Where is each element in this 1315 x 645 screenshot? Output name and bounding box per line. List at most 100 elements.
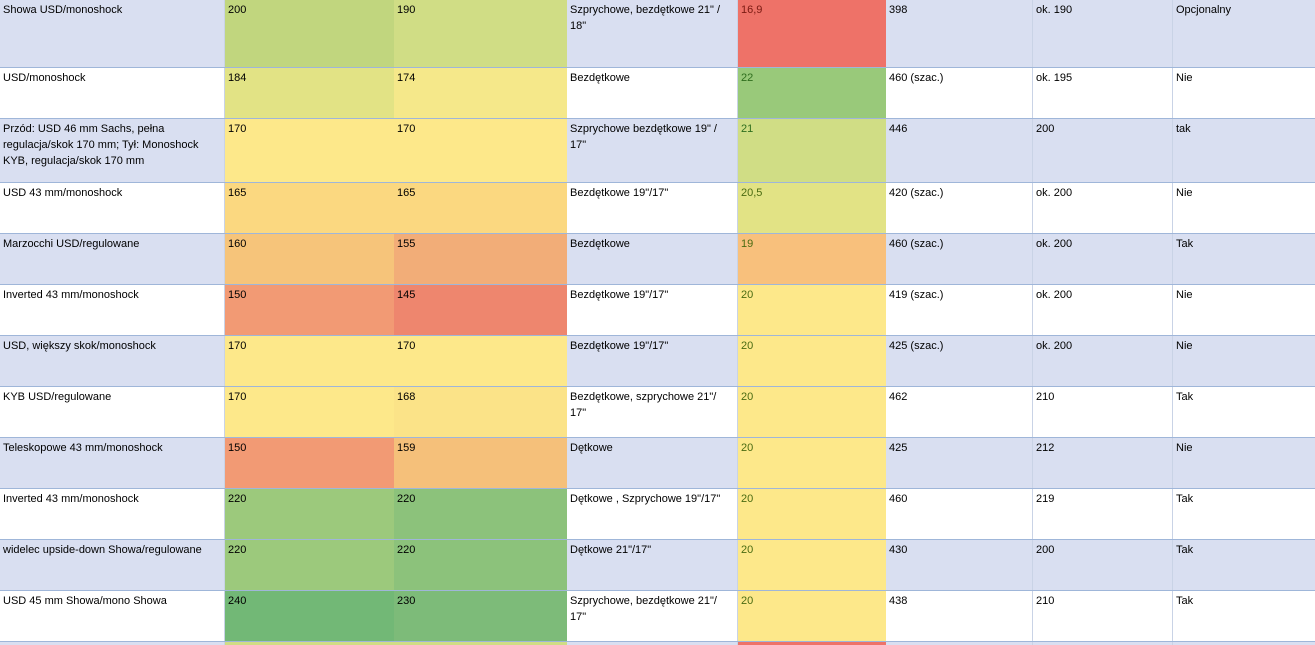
cell-weight[interactable]: 419 (szac.) <box>886 285 1033 335</box>
cell-suspension[interactable]: Inverted 43 mm/monoshock <box>0 489 225 539</box>
cell-travel-rear[interactable]: 220 <box>394 489 567 539</box>
cell-wheels[interactable]: Szprychowe, bezdętkowe 21" / 18" <box>567 0 738 67</box>
cell-travel-rear[interactable]: 174 <box>394 68 567 118</box>
cell-suspension[interactable]: Showa USD/monoshock <box>0 0 225 67</box>
cell-option[interactable]: Nie <box>1176 72 1193 84</box>
cell-suspension[interactable] <box>0 642 225 645</box>
cell-travel-rear[interactable]: 230 <box>394 591 567 641</box>
cell-tank-capacity[interactable]: 16,9 <box>738 0 886 67</box>
cell-option[interactable]: tak <box>1176 123 1191 135</box>
cell-tank-capacity[interactable]: 20 <box>738 591 886 641</box>
cell-seat-height[interactable]: ok. 200 <box>1033 183 1173 233</box>
cell-travel-front[interactable] <box>225 642 394 645</box>
cell-travel-front[interactable]: 170 <box>225 336 394 386</box>
cell-seat-height[interactable]: ok. 200 <box>1033 336 1173 386</box>
cell-tank-capacity[interactable]: 20,5 <box>738 183 886 233</box>
cell-seat-height[interactable]: ok. 200 <box>1033 285 1173 335</box>
cell-seat-height[interactable]: 200 <box>1033 540 1173 590</box>
cell-tank-capacity[interactable]: 20 <box>738 489 886 539</box>
cell-seat-height[interactable]: ok. 195 <box>1033 68 1173 118</box>
cell-travel-front[interactable]: 170 <box>225 119 394 182</box>
cell-travel-front[interactable]: 165 <box>225 183 394 233</box>
cell-option[interactable]: Tak <box>1176 238 1194 250</box>
cell-travel-front[interactable]: 220 <box>225 540 394 590</box>
cell-weight[interactable]: 420 (szac.) <box>886 183 1033 233</box>
cell-travel-front[interactable]: 184 <box>225 68 394 118</box>
cell-option[interactable]: Nie <box>1176 340 1193 352</box>
cell-tank-capacity[interactable]: 21 <box>738 119 886 182</box>
cell-seat-height[interactable]: 200 <box>1033 119 1173 182</box>
cell-option[interactable]: Tak <box>1176 544 1194 556</box>
cell-suspension[interactable]: KYB USD/regulowane <box>0 387 225 437</box>
cell-travel-front[interactable]: 200 <box>225 0 394 67</box>
cell-seat-height[interactable]: 219 <box>1033 489 1173 539</box>
cell-option[interactable]: Nie <box>1176 187 1193 199</box>
cell-travel-rear[interactable]: 145 <box>394 285 567 335</box>
cell-suspension[interactable]: USD, większy skok/monoshock <box>0 336 225 386</box>
cell-option[interactable]: Tak <box>1176 493 1194 505</box>
cell-weight[interactable]: 425 <box>886 438 1033 488</box>
cell-option[interactable]: Opcjonalny <box>1176 4 1232 16</box>
cell-weight[interactable]: 398 <box>886 0 1033 67</box>
cell-wheels[interactable]: Dętkowe , Szprychowe 19"/17" <box>567 489 738 539</box>
cell-suspension[interactable]: USD 45 mm Showa/mono Showa <box>0 591 225 641</box>
cell-weight[interactable]: 430 <box>886 540 1033 590</box>
cell-suspension[interactable]: USD/monoshock <box>0 68 225 118</box>
cell-travel-rear[interactable]: 170 <box>394 119 567 182</box>
cell-tank-capacity[interactable]: 20 <box>738 387 886 437</box>
cell-suspension[interactable]: Marzocchi USD/regulowane <box>0 234 225 284</box>
cell-seat-height[interactable]: 212 <box>1033 438 1173 488</box>
cell-travel-rear[interactable]: 165 <box>394 183 567 233</box>
cell-wheels[interactable]: Bezdętkowe 19"/17" <box>567 285 738 335</box>
cell-tank-capacity[interactable] <box>738 642 886 645</box>
cell-weight[interactable]: 446 <box>886 119 1033 182</box>
cell-tank-capacity[interactable]: 20 <box>738 540 886 590</box>
cell-wheels[interactable]: Dętkowe <box>567 438 738 488</box>
cell-weight[interactable]: 438 <box>886 591 1033 641</box>
cell-suspension[interactable]: widelec upside-down Showa/regulowane <box>0 540 225 590</box>
cell-seat-height[interactable]: 210 <box>1033 387 1173 437</box>
cell-weight[interactable] <box>886 642 1033 645</box>
cell-wheels[interactable] <box>567 642 738 645</box>
cell-travel-front[interactable]: 150 <box>225 285 394 335</box>
cell-travel-front[interactable]: 160 <box>225 234 394 284</box>
cell-tank-capacity[interactable]: 19 <box>738 234 886 284</box>
cell-option[interactable]: Nie <box>1176 289 1193 301</box>
cell-travel-rear[interactable]: 220 <box>394 540 567 590</box>
cell-weight[interactable]: 462 <box>886 387 1033 437</box>
cell-wheels[interactable]: Bezdętkowe, szprychowe 21"/ 17" <box>567 387 738 437</box>
cell-weight[interactable]: 460 (szac.) <box>886 68 1033 118</box>
cell-wheels[interactable]: Dętkowe 21"/17" <box>567 540 738 590</box>
cell-travel-front[interactable]: 220 <box>225 489 394 539</box>
cell-tank-capacity[interactable]: 20 <box>738 438 886 488</box>
cell-travel-front[interactable]: 240 <box>225 591 394 641</box>
cell-wheels[interactable]: Szprychowe bezdętkowe 19" / 17" <box>567 119 738 182</box>
cell-wheels[interactable]: Szprychowe, bezdętkowe 21"/ 17" <box>567 591 738 641</box>
cell-weight[interactable]: 460 <box>886 489 1033 539</box>
cell-tank-capacity[interactable]: 20 <box>738 336 886 386</box>
cell-suspension[interactable]: Inverted 43 mm/monoshock <box>0 285 225 335</box>
cell-wheels[interactable]: Bezdętkowe 19"/17" <box>567 183 738 233</box>
cell-seat-height[interactable]: ok. 190 <box>1033 0 1173 67</box>
cell-seat-height[interactable]: ok. 200 <box>1033 234 1173 284</box>
cell-travel-rear[interactable]: 168 <box>394 387 567 437</box>
cell-travel-rear[interactable]: 190 <box>394 0 567 67</box>
cell-suspension[interactable]: Teleskopowe 43 mm/monoshock <box>0 438 225 488</box>
cell-wheels[interactable]: Bezdętkowe <box>567 234 738 284</box>
cell-wheels[interactable]: Bezdętkowe 19"/17" <box>567 336 738 386</box>
cell-weight[interactable]: 425 (szac.) <box>886 336 1033 386</box>
cell-option[interactable]: Tak <box>1176 391 1194 403</box>
cell-travel-front[interactable]: 170 <box>225 387 394 437</box>
cell-option[interactable]: Tak <box>1176 595 1194 607</box>
cell-travel-front[interactable]: 150 <box>225 438 394 488</box>
cell-option[interactable]: Nie <box>1176 442 1193 454</box>
cell-suspension[interactable]: USD 43 mm/monoshock <box>0 183 225 233</box>
cell-travel-rear[interactable] <box>394 642 567 645</box>
cell-travel-rear[interactable]: 159 <box>394 438 567 488</box>
cell-seat-height[interactable]: 210 <box>1033 591 1173 641</box>
cell-travel-rear[interactable]: 155 <box>394 234 567 284</box>
cell-travel-rear[interactable]: 170 <box>394 336 567 386</box>
cell-seat-height[interactable] <box>1033 642 1173 645</box>
cell-tank-capacity[interactable]: 20 <box>738 285 886 335</box>
cell-tank-capacity[interactable]: 22 <box>738 68 886 118</box>
